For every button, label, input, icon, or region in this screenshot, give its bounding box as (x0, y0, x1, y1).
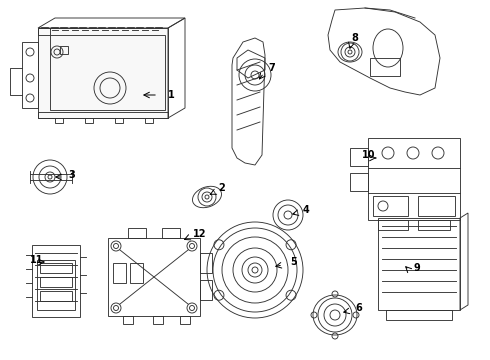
Text: 7: 7 (268, 63, 275, 73)
Polygon shape (38, 28, 168, 118)
Text: 1: 1 (168, 90, 175, 100)
Text: 10: 10 (362, 150, 375, 160)
Text: 3: 3 (68, 170, 75, 180)
Text: 12: 12 (193, 229, 206, 239)
Text: 11: 11 (30, 255, 44, 265)
Text: 5: 5 (290, 257, 297, 267)
Text: 9: 9 (413, 263, 420, 273)
Text: 4: 4 (303, 205, 310, 215)
Text: 6: 6 (355, 303, 362, 313)
Text: 8: 8 (351, 33, 358, 43)
Text: 2: 2 (218, 183, 225, 193)
